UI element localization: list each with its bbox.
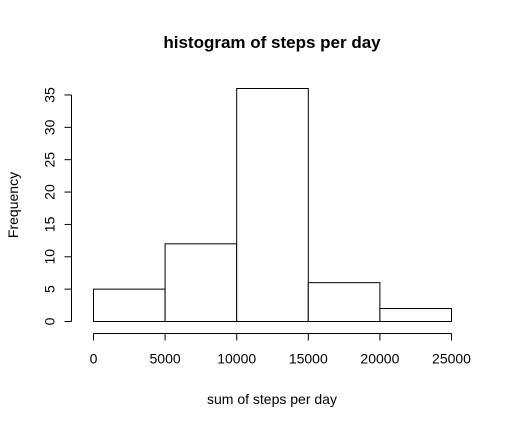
x-tick-label-1: 5000 — [150, 351, 181, 367]
y-tick-label-1: 5 — [42, 285, 58, 293]
x-tick-label-5: 25000 — [432, 351, 471, 367]
histogram-bar-3 — [307, 282, 381, 322]
y-tick-label-0: 0 — [42, 317, 58, 325]
x-tick-label-3: 15000 — [289, 351, 328, 367]
x-axis-label: sum of steps per day — [207, 391, 337, 407]
y-tick-label-4: 20 — [42, 184, 58, 200]
histogram-bar-0 — [93, 288, 166, 322]
histogram-bar-4 — [379, 308, 452, 322]
y-axis-label: Frequency — [5, 172, 21, 238]
bars-group — [93, 88, 452, 322]
histogram-bar-2 — [236, 88, 309, 322]
y-tick-label-7: 35 — [42, 87, 58, 103]
y-tick-label-3: 15 — [42, 216, 58, 232]
x-tick-label-4: 20000 — [360, 351, 399, 367]
x-tick-label-2: 10000 — [217, 351, 256, 367]
chart-title: histogram of steps per day — [163, 33, 381, 52]
histogram-bar-1 — [164, 243, 238, 322]
x-axis: 0 5000 10000 15000 20000 25000 — [90, 333, 471, 367]
y-tick-label-6: 30 — [42, 119, 58, 135]
x-tick-label-0: 0 — [90, 351, 98, 367]
y-tick-label-2: 10 — [42, 249, 58, 265]
y-axis: 0 5 10 15 20 25 30 35 — [42, 87, 72, 325]
y-tick-label-5: 25 — [42, 152, 58, 168]
